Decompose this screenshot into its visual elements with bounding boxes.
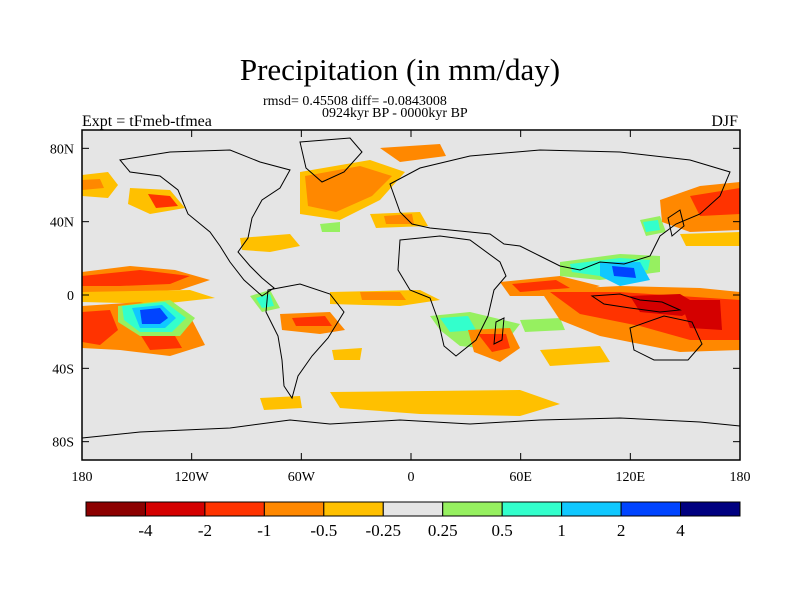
- y-tick-label-1: 40N: [50, 216, 74, 231]
- colorbar-label-4: -0.25: [366, 521, 401, 540]
- axes: 180 120W 60W 0 60E 120E 180 80N 40N 0 40S 80S: [50, 130, 751, 485]
- anomaly-region-south-america-red: [292, 316, 332, 326]
- anomaly-region-south-america-cyan: [256, 294, 274, 308]
- colorbar-label-5: 0.25: [428, 521, 458, 540]
- anomaly-region-north-pacific-east-core: [82, 179, 104, 190]
- colorbar-label-6: 0.5: [492, 521, 513, 540]
- anomaly-region-east-asia-cyan: [643, 220, 660, 232]
- anomaly-region-maritime-darkred2: [680, 300, 722, 330]
- coast-greenland: [299, 137, 363, 183]
- x-tick-label-3: 0: [408, 470, 415, 485]
- colorbar-swatch-4: [323, 501, 384, 517]
- colorbar-label-9: 4: [676, 521, 685, 540]
- coast-south-america: [265, 283, 345, 400]
- anomaly-region-southern-ocean-west: [260, 396, 302, 410]
- coast-indonesia: [590, 293, 682, 313]
- anomaly-region-south-pacific-blue: [140, 308, 168, 324]
- y-tick-label-4: 80S: [52, 436, 74, 451]
- colorbar-swatch-10: [680, 501, 741, 517]
- y-tick-label-0: 80N: [50, 142, 74, 157]
- coast-japan: [667, 209, 685, 237]
- x-tick-label-0: 180: [72, 470, 93, 485]
- x-tick-label-4: 60E: [509, 470, 532, 485]
- x-tick-label-6: 180: [730, 470, 751, 485]
- anomaly-region-nw-pacific-yellow: [680, 232, 740, 246]
- x-tick-label-2: 60W: [288, 470, 316, 485]
- chart-title: Precipitation (in mm/day): [239, 52, 561, 87]
- anomaly-region-nw-pacific-red: [690, 188, 740, 216]
- coast-australia: [629, 315, 703, 361]
- colorbar-label-7: 1: [557, 521, 566, 540]
- anomaly-region-southern-ocean: [330, 390, 560, 416]
- anomaly-region-greenland: [380, 144, 446, 162]
- anomaly-region-central-pacific-yellow: [82, 290, 215, 304]
- anomaly-region-tropical-atlantic-orange: [360, 292, 406, 300]
- colorbar-swatch-6: [442, 501, 503, 517]
- anomaly-region-indian-ocean-green: [520, 318, 565, 332]
- coast-north-america: [119, 149, 291, 297]
- anomaly-region-indian-ocean-red: [512, 280, 570, 292]
- anomaly-region-south-indian: [540, 346, 610, 366]
- coast-madagascar: [493, 317, 505, 345]
- anomaly-region-south-pacific-red: [82, 310, 118, 345]
- colorbar-label-0: -4: [138, 521, 153, 540]
- chart-period: 0924kyr BP - 0000kyr BP: [322, 106, 468, 121]
- colorbar-swatch-3: [263, 501, 325, 517]
- x-tick-label-1: 120W: [175, 470, 210, 485]
- x-tick-label-5: 120E: [616, 470, 646, 485]
- colorbar-swatch-7: [501, 501, 563, 517]
- colorbar-label-3: -0.5: [310, 521, 337, 540]
- colorbar: -4 -2 -1 -0.5 -0.25 0.25 0.5 1 2 4: [85, 501, 741, 540]
- anomaly-region-south-pacific-red2: [140, 334, 182, 350]
- colorbar-swatch-1: [144, 501, 206, 517]
- coast-eurasia: [389, 149, 731, 271]
- chart-stats: rmsd= 0.45508 diff= -0.0843008: [263, 94, 447, 109]
- season-label: DJF: [711, 113, 738, 130]
- colorbar-swatch-5: [382, 501, 444, 517]
- coast-africa: [397, 235, 507, 357]
- coast-antarctica: [82, 417, 740, 439]
- anomaly-region-ne-pacific-red: [148, 194, 178, 208]
- colorbar-label-1: -2: [198, 521, 212, 540]
- anomaly-region-north-atlantic-orange: [305, 166, 392, 212]
- coastlines: [82, 137, 740, 439]
- y-tick-label-2: 0: [67, 289, 74, 304]
- anomaly-region-europe-orange: [384, 214, 414, 224]
- anomaly-region-central-pacific-red: [82, 270, 190, 286]
- colorbar-label-8: 2: [617, 521, 626, 540]
- colorbar-swatch-2: [204, 501, 265, 517]
- colorbar-swatch-0: [85, 501, 146, 517]
- colorbar-swatch-9: [620, 501, 682, 517]
- anomaly-region-philippine-darkblue: [612, 266, 636, 278]
- y-tick-label-3: 40S: [52, 362, 74, 377]
- anomaly-region-south-atlantic: [332, 348, 362, 360]
- colorbar-label-2: -1: [257, 521, 271, 540]
- anomaly-region-north-atlantic-green: [320, 222, 340, 232]
- anomaly-shading: [82, 144, 740, 416]
- anomaly-region-africa-cyan: [440, 316, 476, 332]
- colorbar-swatch-8: [561, 501, 622, 517]
- anomaly-region-north-america: [240, 234, 300, 252]
- experiment-label: Expt = tFmeb-tfmea: [82, 113, 212, 130]
